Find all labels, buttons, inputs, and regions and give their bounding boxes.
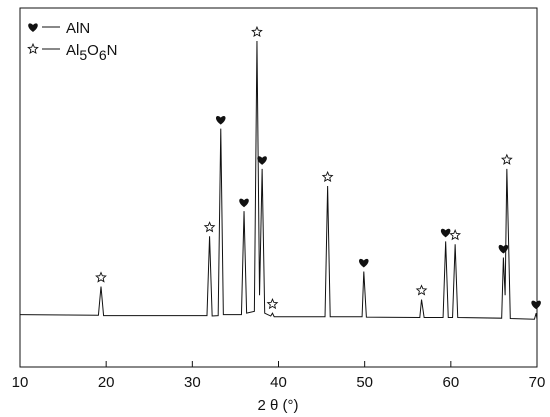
star-marker <box>266 297 279 310</box>
legend-label-part: AlN <box>66 20 90 37</box>
heart-marker <box>359 258 369 268</box>
x-tick-label: 30 <box>184 374 201 391</box>
star-marker <box>500 153 513 165</box>
heart-marker <box>257 156 267 165</box>
x-tick-label: 10 <box>12 374 29 391</box>
heart-marker <box>498 244 509 254</box>
star-marker <box>27 42 39 54</box>
legend-label: AlN <box>66 20 90 37</box>
x-tick-label: 20 <box>98 374 115 391</box>
x-tick-label: 40 <box>270 374 287 391</box>
heart-marker <box>28 23 38 32</box>
star-marker <box>251 25 263 38</box>
star-marker <box>203 221 216 233</box>
xrd-curve <box>19 41 538 320</box>
legend-label-part: N <box>107 42 118 59</box>
star-marker <box>449 229 462 241</box>
x-axis-label: 2 θ (°) <box>257 397 298 414</box>
heart-marker <box>215 116 226 125</box>
x-tick-label: 50 <box>356 374 373 391</box>
legend-label-part: Al <box>66 42 79 59</box>
star-marker <box>415 284 428 296</box>
x-tick-label: 60 <box>442 374 459 391</box>
x-tick-label: 70 <box>529 374 546 391</box>
heart-marker <box>239 198 249 208</box>
heart-marker <box>531 300 541 310</box>
plot-frame <box>19 7 538 368</box>
legend-label-part: O <box>87 42 99 59</box>
legend-label-part: 6 <box>99 47 107 63</box>
star-marker <box>321 170 334 183</box>
legend-label: Al5O6N <box>66 42 117 63</box>
legend-label-part: 5 <box>79 47 87 63</box>
heart-marker <box>440 228 451 238</box>
star-marker <box>95 271 107 283</box>
